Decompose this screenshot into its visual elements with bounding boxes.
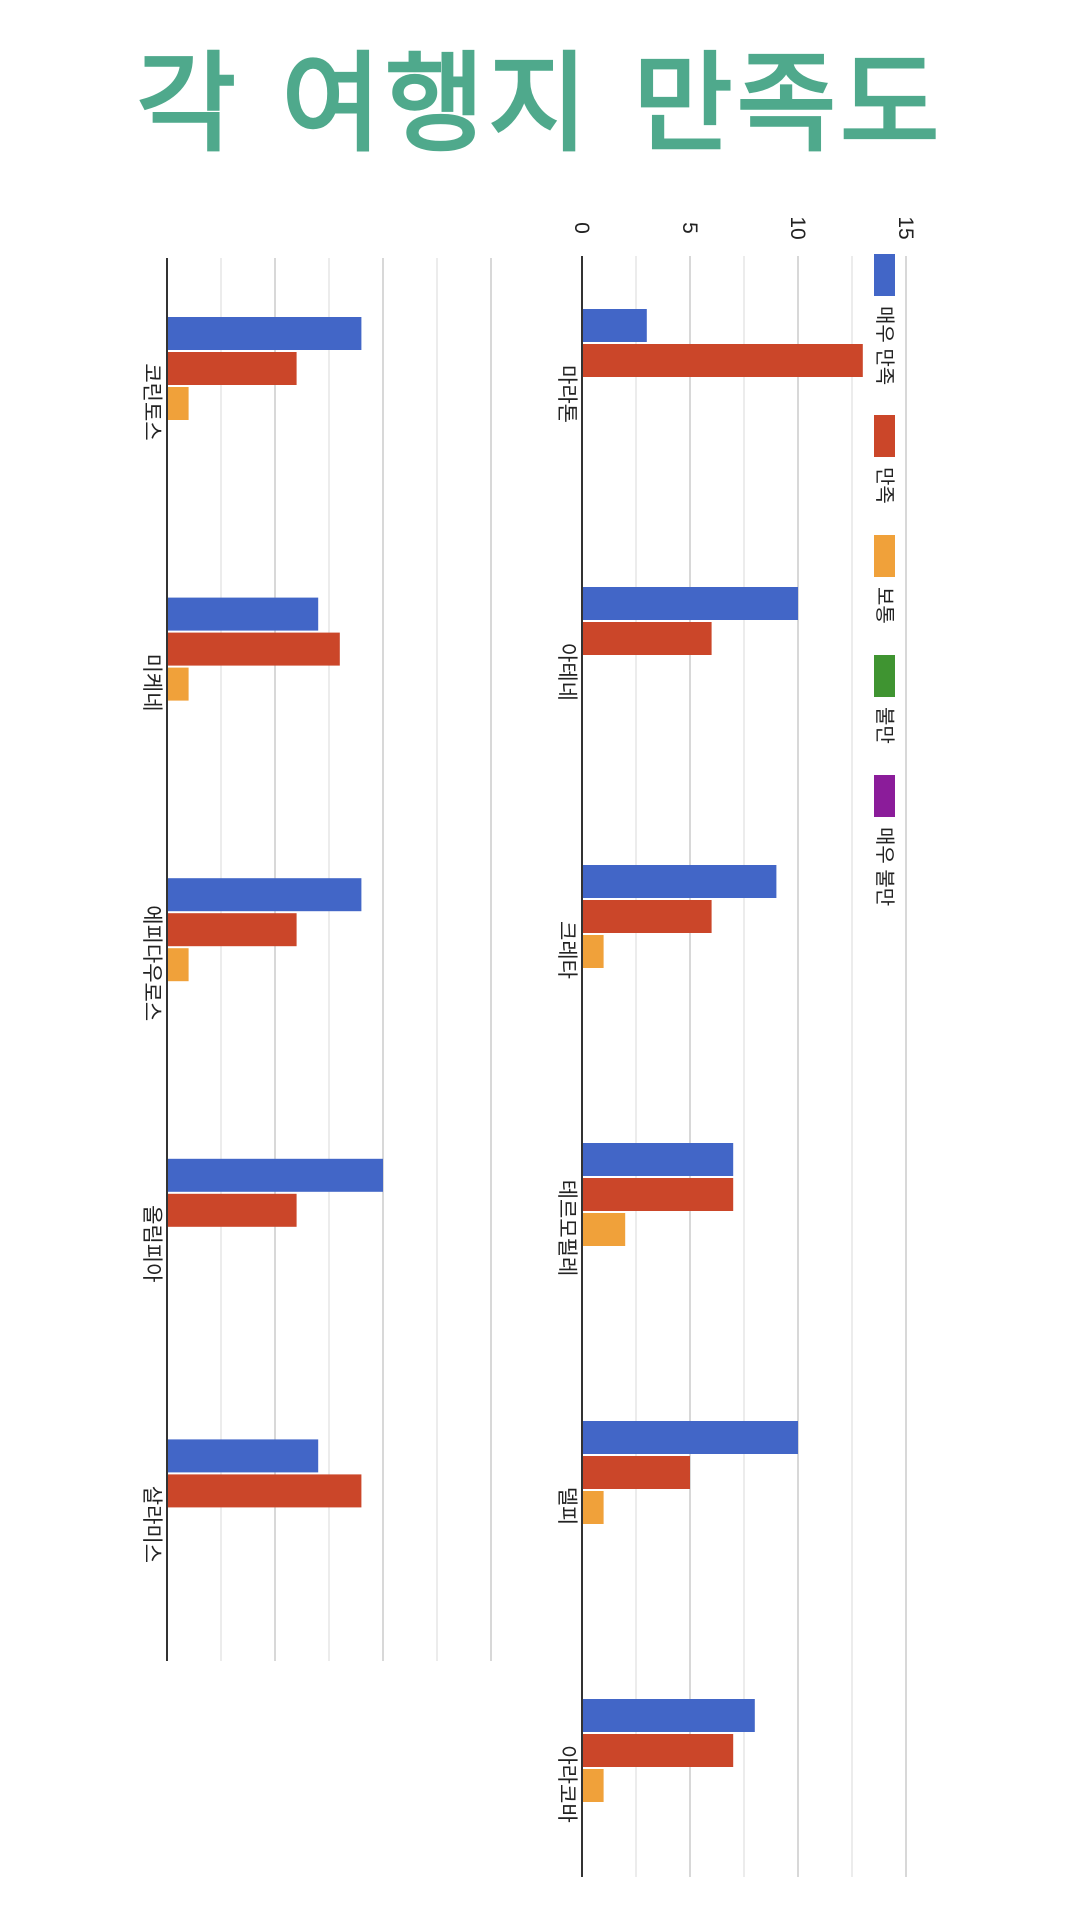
category-label: 아라코바 [555, 1745, 578, 1822]
bar-2-1 [582, 900, 712, 933]
bar-4-2 [582, 1491, 604, 1524]
tick-label: 10 [786, 216, 809, 239]
bar-2-2 [167, 948, 189, 982]
category-label: 마라톤 [555, 365, 578, 423]
legend-label: 불만 [873, 707, 896, 744]
bar-0-0 [167, 317, 362, 350]
bar-0-0 [582, 309, 647, 342]
bar-2-1 [167, 913, 297, 947]
bar-1-1 [167, 632, 340, 666]
bar-3-0 [582, 1143, 734, 1176]
grid-lines [635, 256, 907, 1877]
legend-swatch [874, 254, 895, 296]
tick-label: 0 [570, 222, 593, 234]
legend-swatch [874, 655, 895, 697]
bar-4-1 [167, 1474, 362, 1508]
legend-item: 매우 만족 [873, 254, 896, 385]
legend-item: 만족 [873, 415, 896, 504]
bar-1-1 [582, 622, 712, 655]
bar-4-0 [582, 1421, 798, 1454]
legend-label: 만족 [873, 467, 896, 504]
bar-1-0 [582, 587, 798, 620]
bar-3-1 [167, 1193, 297, 1227]
legend-swatch [874, 775, 895, 817]
bar-0-1 [582, 344, 863, 377]
category-label: 테르모필레 [555, 1180, 578, 1277]
chart-title: 각 여행지 만족도 [136, 42, 944, 167]
bars [167, 317, 383, 1508]
bar-1-2 [167, 667, 189, 701]
legend-item: 불만 [873, 655, 896, 744]
bar-3-2 [582, 1213, 626, 1246]
category-label: 살라미스 [140, 1486, 163, 1563]
bar-3-0 [167, 1158, 383, 1192]
legend-item: 매우 불만 [873, 775, 896, 906]
legend-swatch [874, 535, 895, 577]
category-label: 코린토스 [140, 363, 163, 440]
bar-4-0 [167, 1439, 319, 1473]
legend-swatch [874, 415, 895, 457]
bar-5-0 [582, 1699, 755, 1732]
category-label: 아테네 [555, 643, 578, 701]
bar-5-2 [582, 1769, 604, 1802]
bar-4-1 [582, 1456, 690, 1489]
bar-0-1 [167, 352, 297, 385]
category-label: 델피 [555, 1487, 578, 1526]
legend-item: 보통 [873, 535, 895, 624]
bar-5-1 [582, 1734, 734, 1767]
bar-1-0 [167, 597, 319, 631]
category-label: 올림피아 [140, 1205, 163, 1282]
bar-0-2 [167, 387, 189, 420]
bar-2-0 [167, 878, 362, 912]
bar-2-0 [582, 865, 777, 898]
bar-3-1 [582, 1178, 734, 1211]
legend-label: 매우 만족 [873, 306, 896, 385]
grid-lines [220, 258, 492, 1661]
legend-label: 보통 [873, 587, 895, 624]
tick-labels: 0 5 10 15 [570, 216, 917, 239]
legend-label: 매우 불만 [873, 827, 896, 906]
tick-label: 15 [894, 216, 917, 239]
category-label: 크레타 [555, 921, 578, 979]
bars [582, 309, 863, 1802]
tick-label: 5 [678, 222, 701, 234]
category-label: 에피다우로스 [140, 905, 163, 1021]
bar-2-2 [582, 935, 604, 968]
category-label: 미케네 [140, 654, 163, 712]
